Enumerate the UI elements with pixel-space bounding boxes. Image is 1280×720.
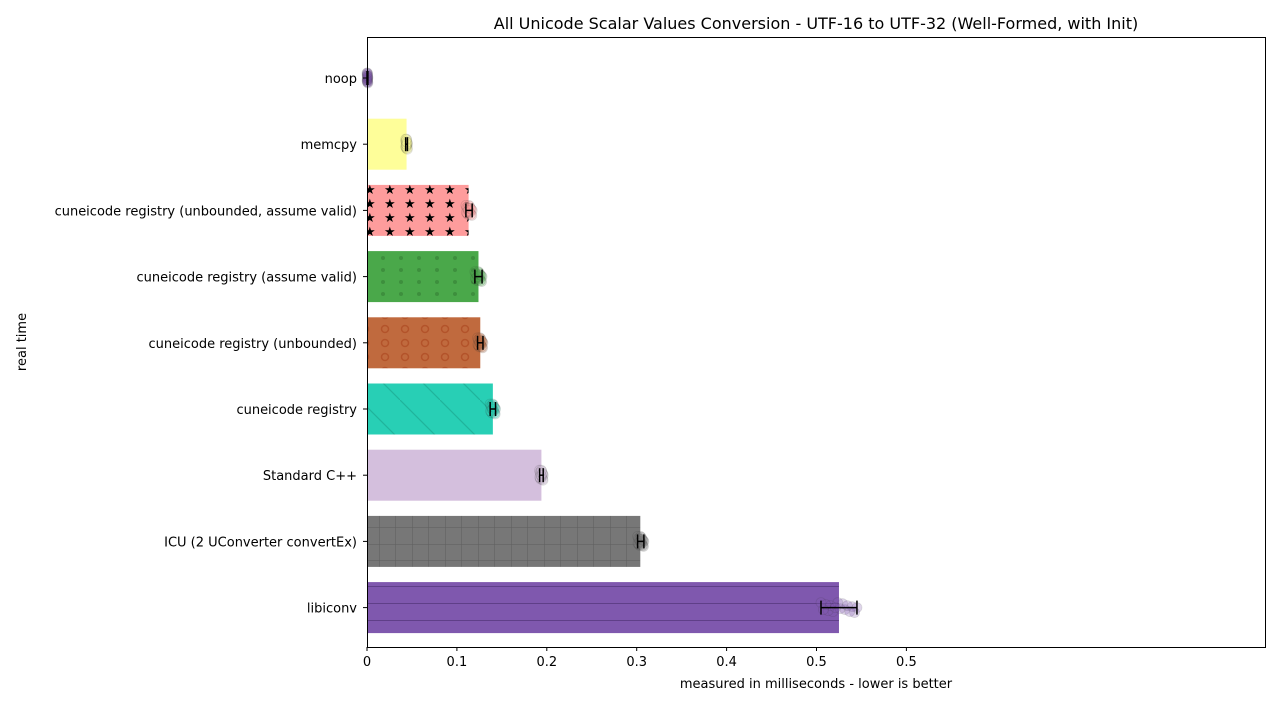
y-tick-label: noop xyxy=(325,72,357,87)
x-tick-label: 0.5 xyxy=(896,655,917,670)
sample-point xyxy=(837,598,848,609)
x-tick-label: 0.5 xyxy=(806,655,827,670)
error-bar-cuneicode-registry-unbounded xyxy=(476,335,484,350)
error-bars-layer xyxy=(366,71,858,615)
x-tick-label: 0.3 xyxy=(626,655,647,670)
bar-cuneicode-registry-assume-valid xyxy=(367,251,479,303)
y-tick-label: cuneicode registry (assume valid) xyxy=(136,271,357,286)
x-tick-label: 0.2 xyxy=(536,655,557,670)
bar-cuneicode-registry-unbounded-assume-valid xyxy=(367,184,469,236)
y-tick-label: libiconv xyxy=(307,602,357,617)
error-bar-memcpy xyxy=(404,137,409,152)
x-tick-label: 0 xyxy=(363,655,371,670)
sample-point xyxy=(401,139,413,151)
sample-point xyxy=(817,604,829,615)
sample-point xyxy=(834,603,846,614)
y-tick-label: ICU (2 UConverter convertEx) xyxy=(164,535,357,550)
bar-cuneicode-registry-unbounded xyxy=(367,317,481,369)
error-bar-cuneicode-registry xyxy=(489,402,497,416)
bar-memcpy xyxy=(367,118,407,170)
sample-point xyxy=(475,275,487,287)
x-axis-label: measured in milliseconds - lower is bett… xyxy=(680,677,953,692)
error-bar-icu-2-uconverter-convertex xyxy=(636,534,645,549)
x-ticks-layer: 0 0.1 0.2 0.3 0.4 0.5 0.5 xyxy=(363,647,917,670)
y-ticks-layer: noop memcpy cuneicode registry (unbounded,… xyxy=(55,72,367,617)
sample-point xyxy=(636,534,648,545)
error-bar-standard-c xyxy=(538,468,544,483)
sample-point xyxy=(536,467,548,479)
bar-cuneicode-registry xyxy=(367,383,493,435)
error-bar-cuneicode-registry-assume-valid xyxy=(474,269,483,284)
sample-point xyxy=(473,272,485,284)
bar-standard-c xyxy=(367,449,542,501)
bar-icu-2-uconverter-convertex xyxy=(367,515,641,567)
y-tick-label: Standard C++ xyxy=(263,469,357,484)
sample-point xyxy=(827,606,839,617)
y-tick-label: cuneicode registry (unbounded) xyxy=(149,337,358,352)
y-tick-label: memcpy xyxy=(301,138,358,153)
sample-point xyxy=(841,600,853,611)
sample-point xyxy=(474,269,486,281)
sample-point xyxy=(475,270,487,282)
y-axis-label: real time xyxy=(15,313,30,371)
chart-title: All Unicode Scalar Values Conversion - U… xyxy=(494,14,1139,33)
sample-point xyxy=(465,202,476,214)
x-tick-label: 0.4 xyxy=(716,655,737,670)
error-bar-libiconv xyxy=(820,600,858,615)
bar-libiconv xyxy=(367,582,839,634)
y-tick-label: cuneicode registry xyxy=(236,403,357,418)
error-bar-cuneicode-registry-unbounded-assume-valid xyxy=(465,203,473,218)
y-tick-label: cuneicode registry (unbounded, assume va… xyxy=(55,204,357,219)
bars-layer xyxy=(367,52,839,634)
sample-point xyxy=(844,606,856,617)
x-tick-label: 0.1 xyxy=(447,655,468,670)
